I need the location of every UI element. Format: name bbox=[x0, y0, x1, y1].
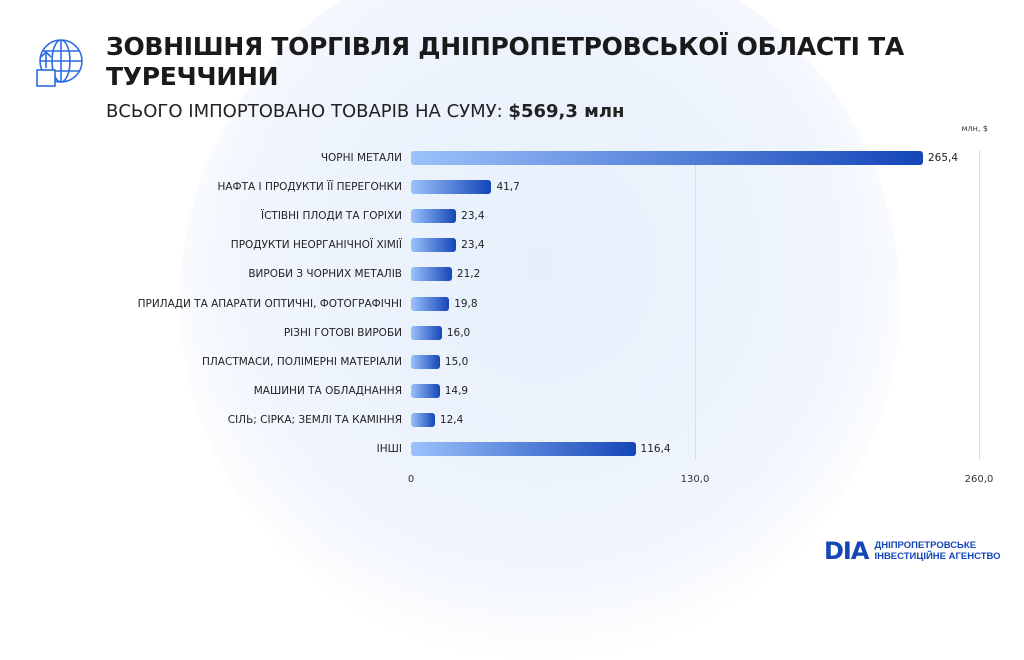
data-label: 23,4 bbox=[461, 239, 485, 252]
bar bbox=[411, 151, 923, 165]
data-label: 12,4 bbox=[439, 413, 464, 426]
bar bbox=[411, 296, 450, 311]
data-label: 15,0 bbox=[444, 355, 469, 368]
total-value: $569,3 млн bbox=[508, 101, 625, 122]
category-label: НАФТА І ПРОДУКТИ ЇЇ ПЕРЕГОНКИ bbox=[217, 181, 402, 194]
dia-logo: DIA ДНІПРОПЕТРОВСЬКЕ ІНВЕСТИЦІЙНЕ АГЕНСТВ… bbox=[824, 537, 1001, 565]
x-tick-label: 130,0 bbox=[680, 474, 710, 485]
subtitle: ВСЬОГО ІМПОРТОВАНО ТОВАРІВ НА СУМУ: $569… bbox=[106, 101, 624, 122]
data-label: 16,0 bbox=[446, 326, 471, 339]
bar bbox=[411, 383, 440, 398]
gridline bbox=[695, 150, 696, 460]
data-label: 21,2 bbox=[456, 268, 481, 281]
logo-mark: DIA bbox=[824, 537, 869, 565]
bar bbox=[411, 267, 452, 282]
bar bbox=[411, 180, 492, 195]
x-tick-label: 260,0 bbox=[964, 474, 994, 485]
data-label: 14,9 bbox=[444, 384, 469, 397]
category-label: ПЛАСТМАСИ, ПОЛІМЕРНІ МАТЕРІАЛИ bbox=[202, 355, 402, 368]
bar bbox=[411, 442, 636, 456]
category-label: ЧОРНІ МЕТАЛИ bbox=[320, 152, 402, 164]
category-label: ІНШІ bbox=[376, 443, 402, 455]
page-title: ЗОВНІШНЯ ТОРГІВЛЯ ДНІПРОПЕТРОВСЬКОЇ ОБЛА… bbox=[106, 32, 904, 91]
data-label: 116,4 bbox=[640, 443, 671, 455]
background-circle bbox=[180, 0, 900, 660]
bar bbox=[411, 412, 435, 427]
category-label: ЇСТІВНІ ПЛОДИ ТА ГОРІХИ bbox=[260, 210, 402, 223]
logo-line1: ДНІПРОПЕТРОВСЬКЕ bbox=[874, 540, 977, 551]
category-label: РІЗНІ ГОТОВІ ВИРОБИ bbox=[283, 326, 402, 339]
data-label: 265,4 bbox=[928, 152, 959, 164]
logo-line2: ІНВЕСТИЦІЙНЕ АГЕНСТВО bbox=[874, 551, 1001, 562]
bar bbox=[411, 325, 442, 340]
gridline bbox=[979, 150, 980, 460]
x-tick-label: 0 bbox=[407, 474, 415, 485]
data-label: 41,7 bbox=[496, 181, 520, 194]
category-label: СІЛЬ; СІРКА; ЗЕМЛІ ТА КАМІННЯ bbox=[227, 413, 402, 426]
category-label: ПРОДУКТИ НЕОРГАНІЧНОЇ ХІМІЇ bbox=[230, 239, 402, 252]
globe-upload-box-icon bbox=[36, 39, 83, 87]
category-label: МАШИНИ ТА ОБЛАДНАННЯ bbox=[253, 384, 402, 397]
data-label: 23,4 bbox=[461, 210, 485, 223]
bar bbox=[411, 209, 457, 224]
subtitle-prefix: ВСЬОГО ІМПОРТОВАНО ТОВАРІВ НА СУМУ: bbox=[106, 101, 503, 122]
category-label: ВИРОБИ З ЧОРНИХ МЕТАЛІВ bbox=[248, 268, 402, 281]
bar bbox=[411, 238, 457, 253]
category-label: ПРИЛАДИ ТА АПАРАТИ ОПТИЧНІ, ФОТОГРАФІЧНІ bbox=[137, 297, 402, 310]
data-label: 19,8 bbox=[454, 297, 478, 310]
unit-label: млн, $ bbox=[961, 124, 988, 133]
bar bbox=[411, 354, 440, 369]
